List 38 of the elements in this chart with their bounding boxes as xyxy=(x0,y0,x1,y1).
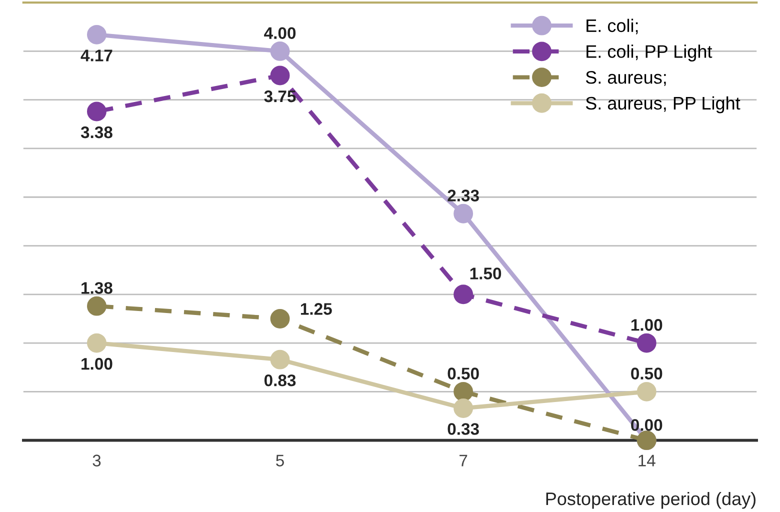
point xyxy=(86,102,106,122)
data-label: 0.00 xyxy=(631,419,662,431)
point xyxy=(86,24,106,44)
data-label: 1.25 xyxy=(300,303,332,315)
point xyxy=(454,382,474,402)
legend-label: E. coli, PP Light xyxy=(586,44,712,62)
data-label: 0.50 xyxy=(631,368,662,380)
point xyxy=(454,204,474,224)
x-tick-label: 3 xyxy=(92,454,101,466)
data-label: 1.38 xyxy=(82,282,112,294)
legend-label: S. aureus, PP Light xyxy=(586,96,740,114)
point xyxy=(454,284,474,304)
point xyxy=(270,350,290,370)
data-label: 4.17 xyxy=(80,50,112,62)
data-label: 0.33 xyxy=(448,423,479,435)
point xyxy=(270,41,290,61)
data-label: 1.00 xyxy=(631,319,662,331)
data-label: 4.00 xyxy=(264,27,296,40)
data-label: 3.38 xyxy=(80,126,112,138)
data-label: 0.50 xyxy=(448,368,479,380)
data-label: 1.50 xyxy=(470,268,502,280)
x-axis-title: Postoperative period (day) xyxy=(546,492,756,509)
data-label: 3.75 xyxy=(264,90,296,102)
legend-label: S. aureus; xyxy=(586,71,666,86)
legend-label: E. coli; xyxy=(586,18,638,34)
x-tick-label: 14 xyxy=(638,454,656,466)
x-tick-label: 7 xyxy=(460,454,468,466)
data-label: 0.83 xyxy=(264,374,296,386)
point xyxy=(86,333,106,353)
point xyxy=(454,398,474,418)
x-tick-label: 5 xyxy=(276,454,284,466)
point xyxy=(270,308,290,328)
data-label: 1.00 xyxy=(82,358,112,370)
point xyxy=(86,296,106,316)
point xyxy=(636,333,656,353)
point xyxy=(270,66,290,86)
data-label: 2.33 xyxy=(448,190,479,202)
point xyxy=(636,382,656,402)
